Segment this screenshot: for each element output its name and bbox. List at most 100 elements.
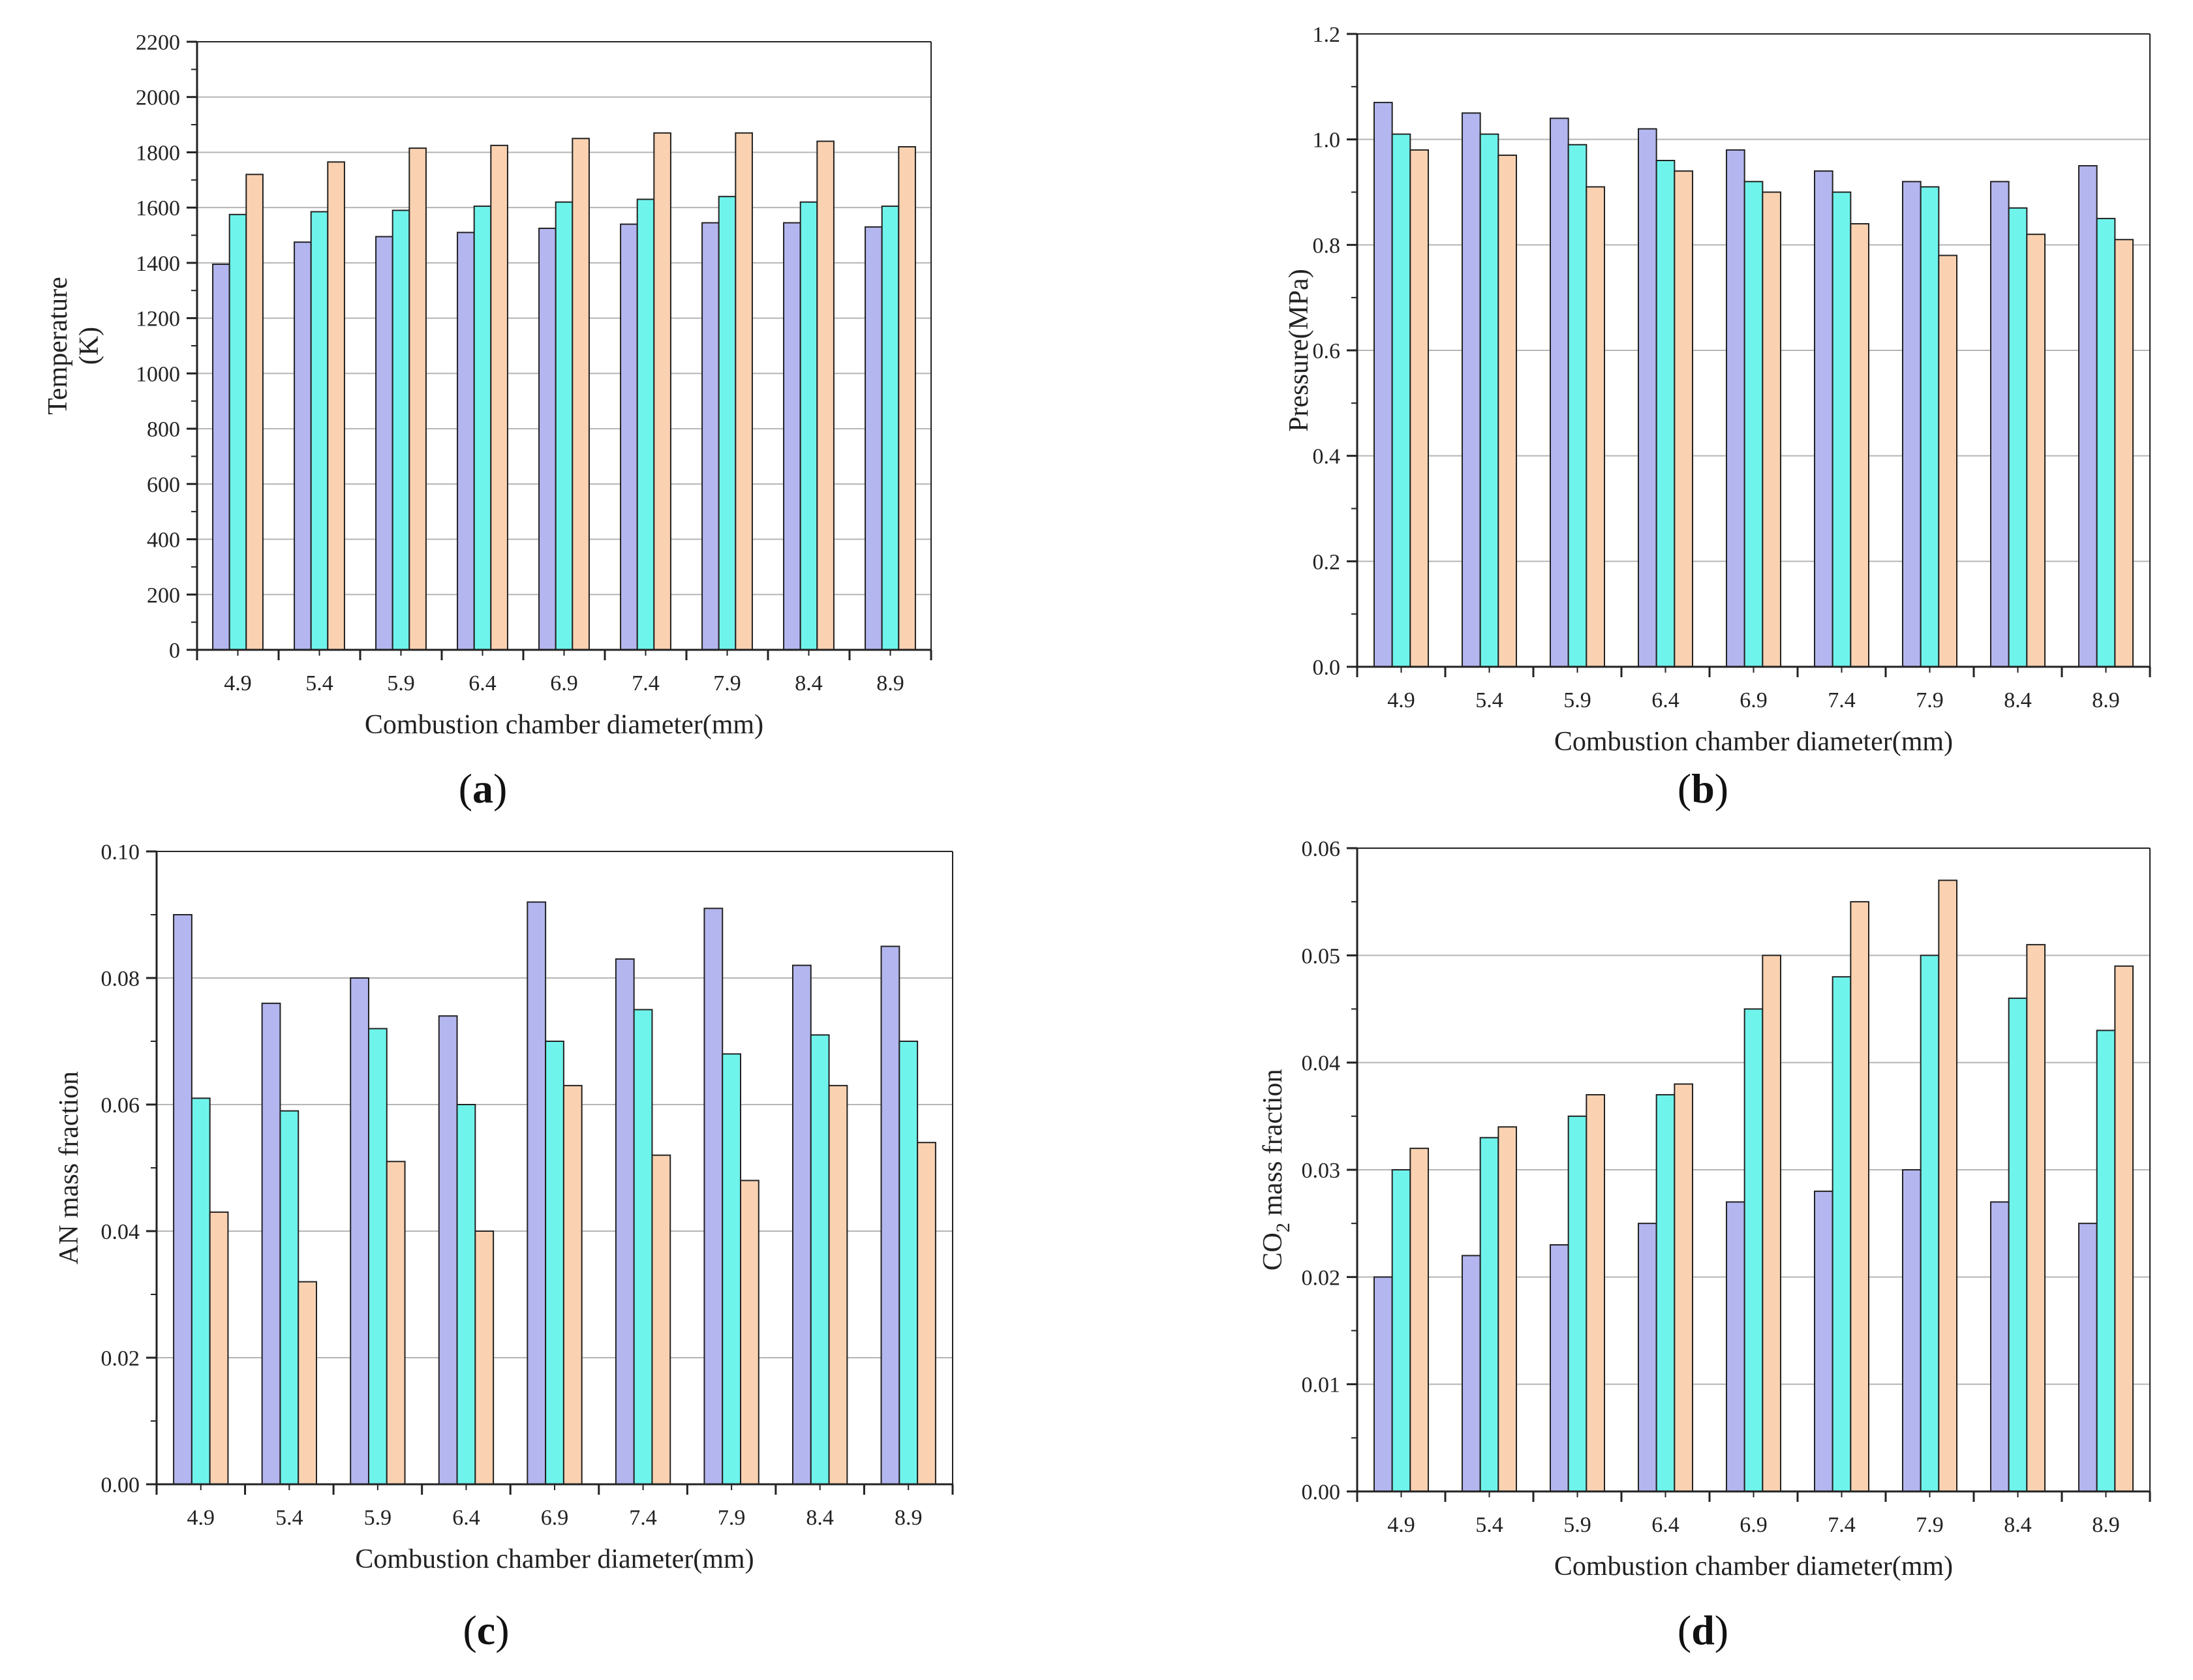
x-tick-label: 5.4 xyxy=(1475,688,1503,712)
bar-c-s3-7.9 xyxy=(740,1180,759,1486)
x-tick-label: 5.9 xyxy=(387,671,415,695)
bar-a-s3-6.4 xyxy=(490,144,508,650)
bar-d-s3-7.9 xyxy=(1938,879,1958,1493)
bar-a-s3-4.9 xyxy=(245,174,264,650)
x-tick-label: 8.4 xyxy=(795,671,823,695)
bar-d-s1-7.4 xyxy=(1813,1190,1833,1493)
panel-label: (c) xyxy=(463,1607,509,1653)
y-tick-label: 0.05 xyxy=(1302,944,1341,968)
bar-a-s1-8.9 xyxy=(865,226,883,650)
bar-b-s3-6.9 xyxy=(1762,191,1782,667)
bar-a-s2-6.4 xyxy=(473,206,492,650)
bar-a-s1-7.9 xyxy=(701,222,720,650)
y-tick-label: 1800 xyxy=(136,141,180,165)
bar-b-s1-7.9 xyxy=(1901,181,1922,668)
bar-d-s1-8.4 xyxy=(1989,1201,2010,1493)
bar-c-s2-5.4 xyxy=(279,1110,299,1485)
x-tick-label: 6.9 xyxy=(550,671,578,695)
y-tick-label: 200 xyxy=(147,583,180,607)
x-axis-title: Combustion chamber diameter(mm) xyxy=(355,1544,754,1574)
x-tick-label: 8.9 xyxy=(876,671,904,695)
x-tick-label: 4.9 xyxy=(1387,1513,1415,1537)
y-axis-title-line: AN mass fraction xyxy=(54,1071,84,1264)
bar-d-s3-5.9 xyxy=(1586,1093,1606,1492)
bar-a-s1-6.9 xyxy=(538,227,557,651)
bar-b-s3-5.4 xyxy=(1497,154,1518,667)
x-tick-label: 7.4 xyxy=(632,671,660,695)
bar-c-s2-7.9 xyxy=(722,1053,742,1485)
y-tick-label: 800 xyxy=(147,418,180,442)
bar-a-s2-6.9 xyxy=(555,201,574,650)
x-tick-label: 8.4 xyxy=(806,1506,834,1530)
bar-c-s2-6.9 xyxy=(545,1041,564,1485)
y-tick-label: 0.8 xyxy=(1313,234,1341,258)
x-tick-label: 8.4 xyxy=(2004,1513,2032,1537)
y-tick-label: 0.0 xyxy=(1313,656,1341,680)
bar-d-s2-7.4 xyxy=(1832,976,1852,1492)
bar-b-s2-7.4 xyxy=(1832,191,1852,667)
bar-a-s2-4.9 xyxy=(228,213,247,651)
y-axis-title: CO2 mass fraction xyxy=(1258,1069,1294,1271)
panel-label-paren: ( xyxy=(1678,1607,1691,1653)
bar-c-s1-7.9 xyxy=(703,908,724,1486)
bar-d-s3-7.4 xyxy=(1850,901,1870,1492)
y-axis-title: Temperature(K) xyxy=(43,277,104,415)
x-tick-label: 8.9 xyxy=(2092,688,2120,712)
y-axis-title-part: mass fraction xyxy=(1258,1069,1288,1223)
bar-c-s2-8.9 xyxy=(898,1041,919,1485)
bar-b-s2-8.9 xyxy=(2096,217,2116,667)
bar-b-s3-4.9 xyxy=(1409,149,1430,668)
x-tick-label: 6.4 xyxy=(1651,688,1679,712)
bar-b-s2-5.9 xyxy=(1567,144,1587,667)
bar-b-s1-8.4 xyxy=(1989,181,2010,668)
bar-d-s3-5.4 xyxy=(1497,1126,1518,1493)
y-tick-label: 0.06 xyxy=(1302,837,1341,861)
bar-c-s3-7.4 xyxy=(651,1154,671,1485)
y-tick-label: 0.10 xyxy=(101,840,140,864)
bar-c-s1-8.9 xyxy=(880,945,900,1485)
y-tick-label: 0.08 xyxy=(101,967,140,991)
bar-a-s1-7.4 xyxy=(620,223,638,651)
bar-c-s3-8.9 xyxy=(917,1142,936,1485)
bar-a-s1-5.4 xyxy=(294,241,312,650)
bar-a-s3-6.9 xyxy=(572,138,590,651)
bar-c-s2-5.9 xyxy=(367,1028,388,1485)
panel-label-paren: ) xyxy=(1715,1607,1728,1653)
x-tick-label: 7.9 xyxy=(718,1506,746,1530)
x-tick-label: 7.9 xyxy=(1916,1513,1944,1537)
y-tick-label: 1400 xyxy=(136,252,180,276)
bar-d-s3-8.9 xyxy=(2114,965,2134,1493)
x-tick-label: 4.9 xyxy=(1387,688,1415,712)
x-tick-label: 7.4 xyxy=(1828,688,1856,712)
y-tick-label: 1.2 xyxy=(1313,23,1341,47)
bar-d-s3-8.4 xyxy=(2026,943,2046,1492)
y-tick-label: 1200 xyxy=(136,307,180,331)
bar-a-s3-5.4 xyxy=(327,161,345,651)
bar-b-s1-4.9 xyxy=(1373,102,1393,668)
bar-a-s1-5.9 xyxy=(375,236,393,650)
bar-d-s1-6.4 xyxy=(1637,1223,1657,1492)
bar-b-s1-5.9 xyxy=(1549,117,1569,668)
chart-panel-c: 0.00 0.02 0.04 0.06 0.08 0.10 4.9 5.4 5.9 6.4 6.9 7… xyxy=(54,840,954,1653)
x-tick-label: 7.9 xyxy=(713,671,741,695)
x-tick-label: 8.9 xyxy=(2092,1513,2120,1537)
bar-c-s3-6.4 xyxy=(474,1230,495,1485)
bar-d-s2-4.9 xyxy=(1391,1169,1411,1492)
bar-c-s3-5.4 xyxy=(298,1281,318,1485)
bar-c-s1-5.4 xyxy=(261,1002,281,1486)
panel-label-paren: ) xyxy=(1715,765,1728,812)
bar-d-s1-7.9 xyxy=(1901,1169,1922,1492)
bar-b-s2-6.4 xyxy=(1655,160,1676,667)
panel-label: (a) xyxy=(459,765,508,812)
bar-b-s1-5.4 xyxy=(1461,112,1481,667)
bar-b-s2-5.4 xyxy=(1479,133,1499,668)
bar-a-s2-5.9 xyxy=(391,209,410,651)
bar-d-s2-7.9 xyxy=(1920,955,1940,1493)
bar-d-s1-8.9 xyxy=(2078,1223,2098,1492)
y-tick-label: 0.03 xyxy=(1302,1159,1341,1183)
bar-d-s3-4.9 xyxy=(1409,1148,1430,1492)
y-tick-label: 0.04 xyxy=(1302,1052,1341,1076)
x-tick-label: 5.9 xyxy=(1563,1513,1591,1537)
x-tick-label: 5.4 xyxy=(305,671,333,695)
